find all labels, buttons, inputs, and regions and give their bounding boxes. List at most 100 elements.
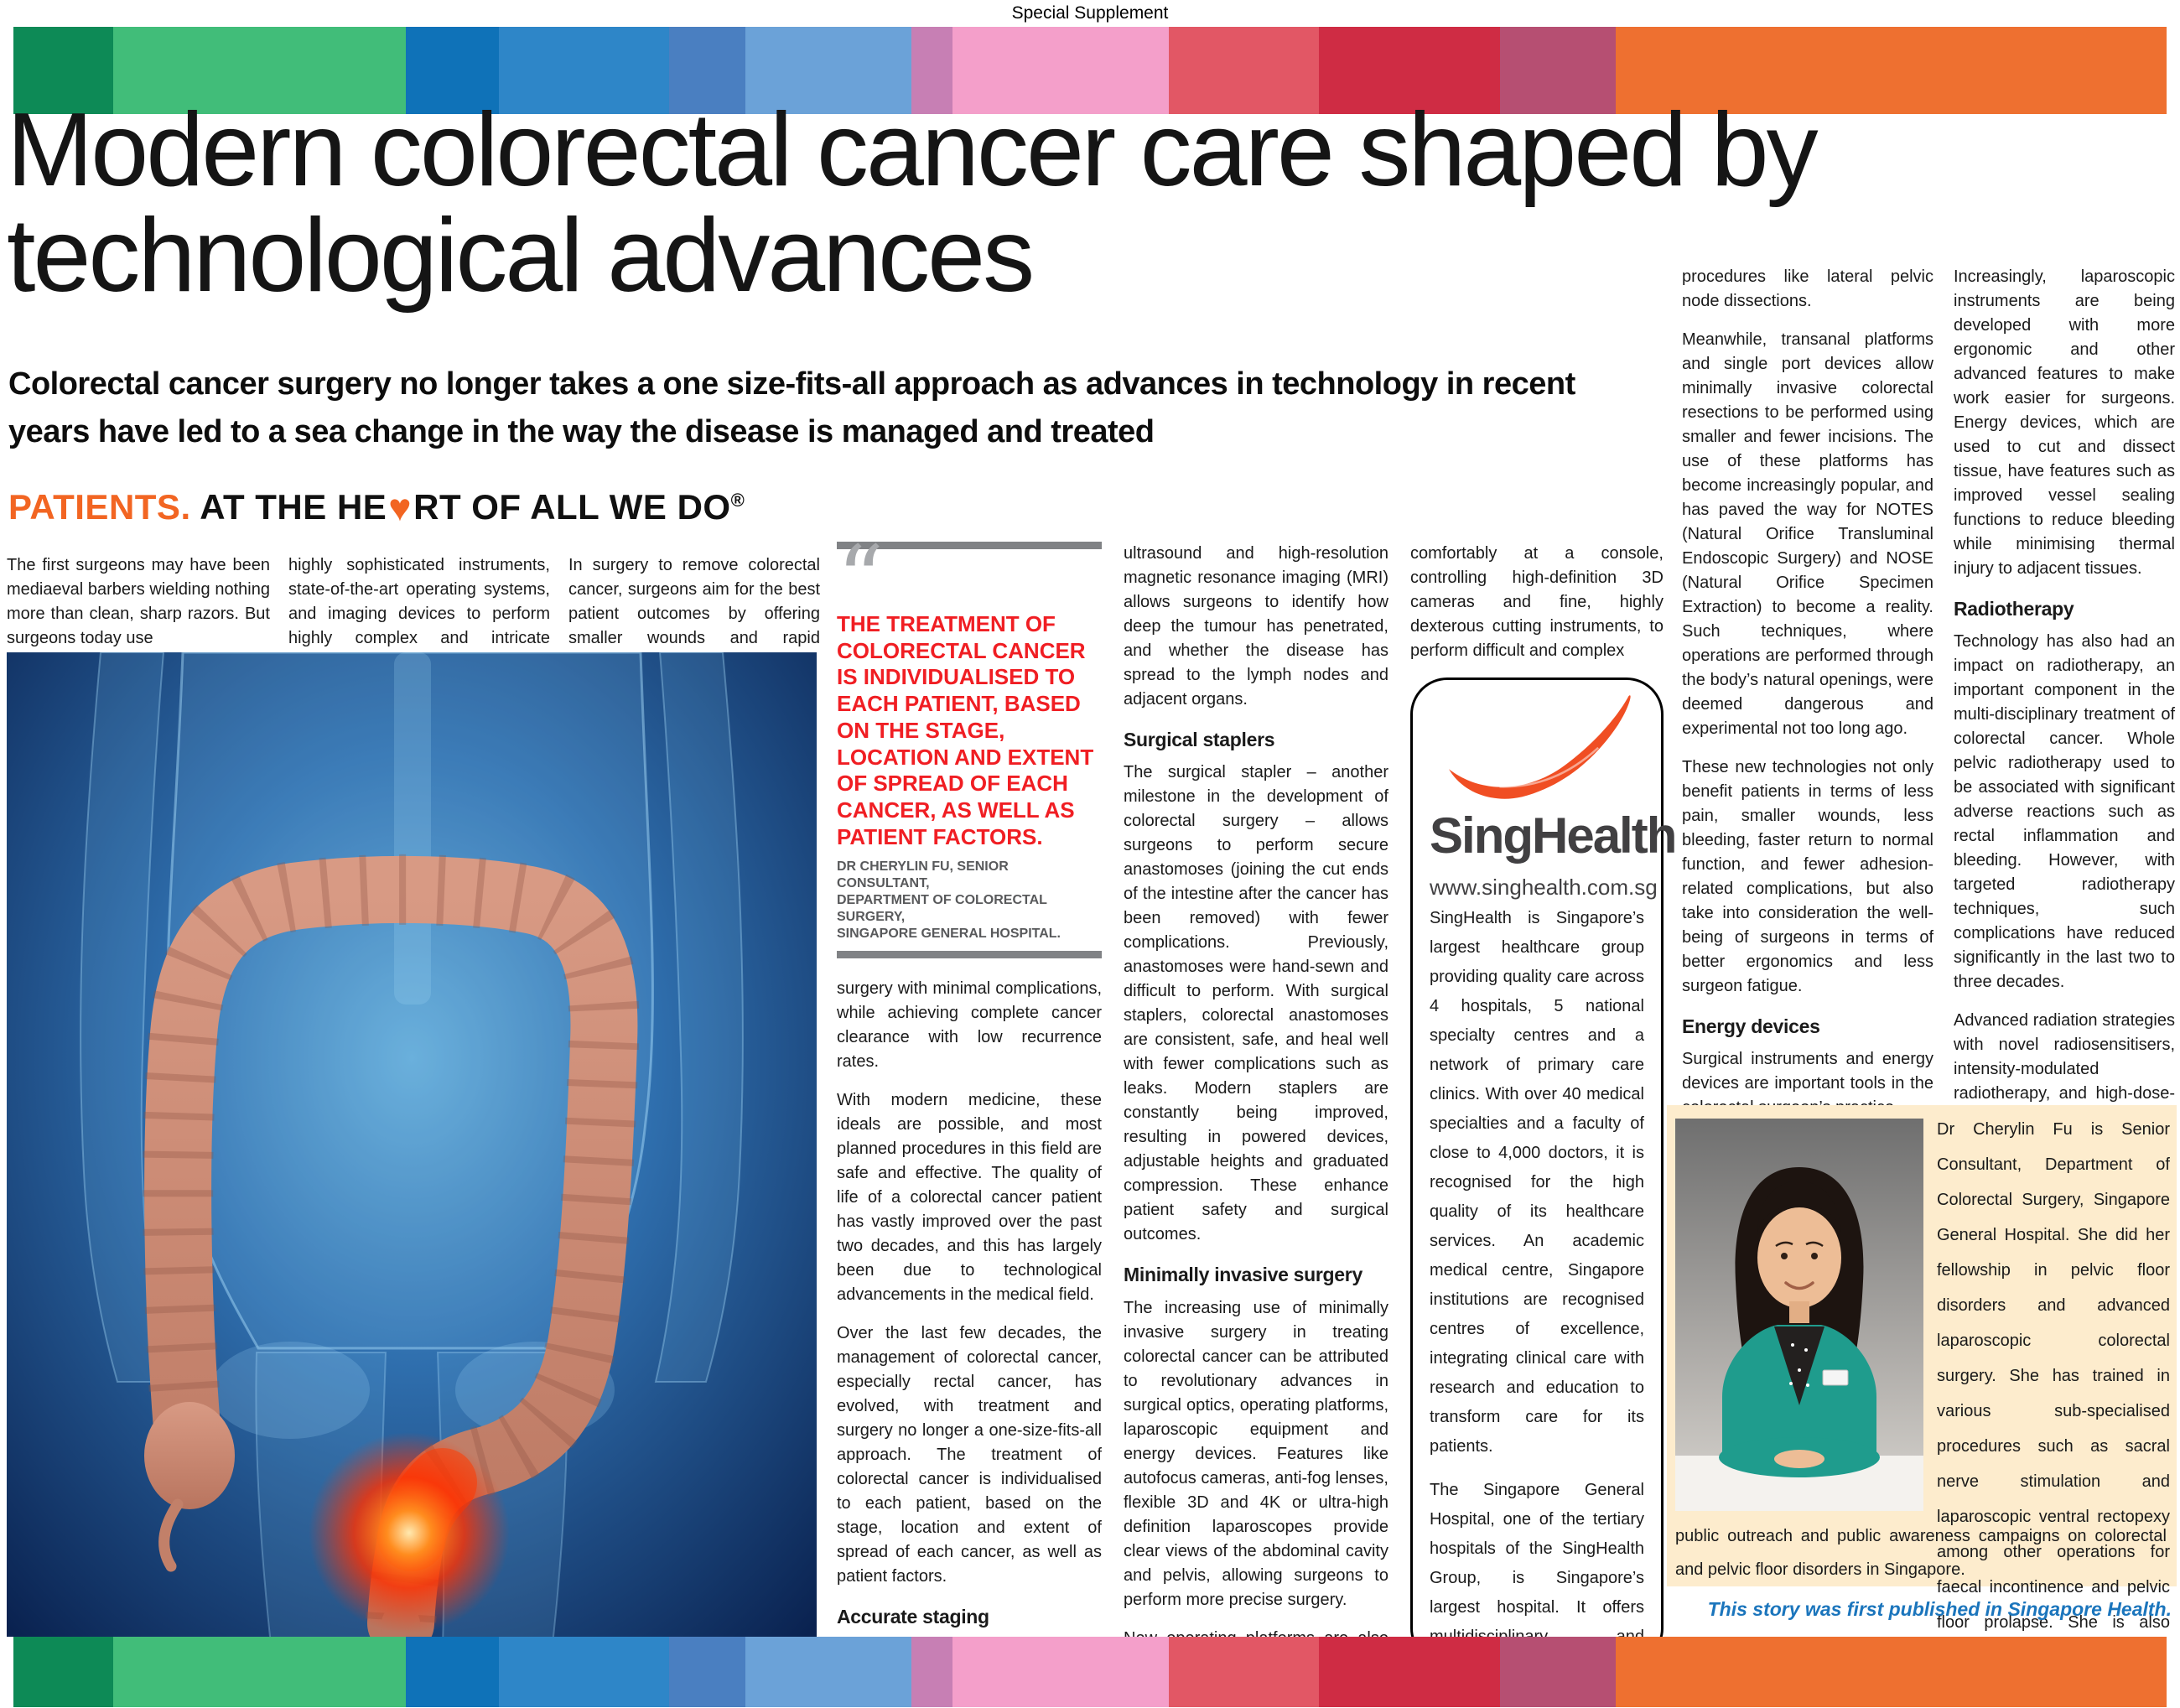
paragraph: surgery with minimal complications, whil… bbox=[837, 979, 1102, 1072]
colon-anatomy-image bbox=[7, 652, 817, 1667]
paragraph: Over the last few decades, the managemen… bbox=[837, 1324, 1102, 1586]
paragraph: ultrasound and high-resolution magnetic … bbox=[1124, 544, 1388, 709]
color-bar-segment bbox=[2167, 27, 2180, 114]
paragraph: In surgery to remove colorectal cancer, … bbox=[568, 556, 820, 672]
color-bar-segment bbox=[1615, 1637, 2167, 1707]
column-5: ultrasound and high-resolution magnetic … bbox=[1124, 542, 1388, 1708]
tagline-pre-heart: AT THE HE bbox=[190, 487, 387, 527]
color-bar-segment bbox=[499, 1637, 670, 1707]
doctor-bio-box: Dr Cherylin Fu is Senior Consultant, Dep… bbox=[1667, 1105, 2177, 1702]
color-bar-segment bbox=[1318, 1637, 1500, 1707]
section-heading-energy-devices: Energy devices bbox=[1682, 1015, 1820, 1037]
headline-line-2: technological advances bbox=[7, 198, 1035, 314]
cecum bbox=[144, 1402, 235, 1509]
section-heading-surgical-staplers: Surgical staplers bbox=[1124, 729, 1275, 750]
eye bbox=[1811, 1253, 1818, 1259]
doctor-bio-continuation: public outreach and public awareness cam… bbox=[1675, 1527, 2167, 1579]
patients-tagline: PATIENTS. AT THE HE♥RT OF ALL WE DO® bbox=[8, 485, 745, 530]
color-bar-segment bbox=[745, 1637, 911, 1707]
headline: Modern colorectal cancer care shaped by … bbox=[7, 92, 1819, 314]
section-heading-accurate-staging: Accurate staging bbox=[837, 1606, 989, 1628]
singhealth-url-link[interactable]: www.singhealth.com.sg bbox=[1430, 875, 1658, 900]
paragraph: The surgical stapler – another milestone… bbox=[1124, 763, 1388, 1244]
color-bar-segment bbox=[745, 27, 911, 114]
tagline-patients: PATIENTS. bbox=[8, 487, 191, 527]
paragraph: Increasingly, laparoscopic instruments a… bbox=[1954, 267, 2175, 578]
paragraph: Meanwhile, transanal platforms and singl… bbox=[1682, 330, 1933, 738]
blouse-pattern bbox=[1789, 1343, 1809, 1387]
column-3: In surgery to remove colorectal cancer, … bbox=[568, 553, 820, 689]
pull-quote: “ THE TREATMENT OF COLORECTAL CANCER IS … bbox=[837, 526, 1102, 959]
paragraph: comfortably at a console, controlling hi… bbox=[1410, 544, 1664, 660]
quote-bottom-rule bbox=[837, 951, 1102, 959]
headline-line-1: Modern colorectal cancer care shaped by bbox=[7, 92, 1819, 208]
color-bar-segment bbox=[952, 1637, 1169, 1707]
color-bar-segment bbox=[1318, 27, 1500, 114]
color-bar-segment bbox=[113, 27, 406, 114]
pull-quote-text: THE TREATMENT OF COLORECTAL CANCER IS IN… bbox=[837, 611, 1094, 849]
neck bbox=[1789, 1301, 1809, 1323]
spine bbox=[394, 652, 431, 1005]
color-bar-segment bbox=[2167, 1637, 2180, 1707]
color-bar-segment bbox=[13, 27, 114, 114]
column-7: procedures like lateral pelvic node diss… bbox=[1682, 265, 1933, 1134]
column-4: “ THE TREATMENT OF COLORECTAL CANCER IS … bbox=[837, 526, 1102, 1708]
color-bar-segment bbox=[911, 1637, 953, 1707]
column-6: comfortably at a console, controlling hi… bbox=[1410, 542, 1677, 1705]
hands bbox=[1774, 1450, 1824, 1468]
quote-top-rule bbox=[837, 542, 1102, 549]
hair-fringe bbox=[1757, 1181, 1841, 1236]
right-arm-silhouette bbox=[654, 652, 744, 1383]
color-bar-segment bbox=[669, 27, 746, 114]
paragraph: procedures like lateral pelvic node diss… bbox=[1682, 267, 1933, 310]
singhealth-paragraph: SingHealth is Singapore’s largest health… bbox=[1430, 908, 1644, 1456]
color-bar-segment bbox=[0, 27, 13, 114]
top-color-bar bbox=[0, 27, 2180, 114]
paragraph: The increasing use of minimally invasive… bbox=[1124, 1298, 1388, 1609]
singhealth-logo-icon bbox=[1449, 695, 1631, 799]
section-heading-minimally-invasive-surgery: Minimally invasive surgery bbox=[1124, 1264, 1362, 1286]
left-pelvis bbox=[210, 1342, 370, 1439]
story-credit: This story was first published in Singap… bbox=[1707, 1598, 2172, 1620]
heart-icon: ♥ bbox=[388, 485, 413, 529]
tumour-glow bbox=[309, 1432, 510, 1633]
attribution-line: DR CHERYLIN FU, SENIOR CONSULTANT, bbox=[837, 859, 1009, 891]
paragraph: The first surgeons may have been mediaev… bbox=[7, 556, 270, 647]
singhealth-wordmark: SingHealth bbox=[1430, 807, 1677, 864]
tagline-post-heart: RT OF ALL WE DO bbox=[413, 487, 731, 527]
color-bar-segment bbox=[952, 27, 1169, 114]
singhealth-info-box: SingHealth www.singhealth.com.sg SingHea… bbox=[1410, 677, 1677, 1705]
color-bar-segment bbox=[1615, 27, 2167, 114]
color-bar-segment bbox=[669, 1637, 746, 1707]
subheadline: Colorectal cancer surgery no longer take… bbox=[8, 366, 1575, 449]
column-8: Increasingly, laparoscopic instruments a… bbox=[1954, 265, 2175, 1242]
quote-mark-icon: “ bbox=[837, 526, 885, 633]
color-bar-segment bbox=[13, 1637, 114, 1707]
color-bar-segment bbox=[1168, 1637, 1319, 1707]
paragraph: These new technologies not only benefit … bbox=[1682, 758, 1933, 995]
color-bar-segment bbox=[499, 27, 670, 114]
column-1: The first surgeons may have been mediaev… bbox=[7, 553, 270, 665]
eyebrows bbox=[1775, 1241, 1824, 1248]
paragraph: Technology has also had an impact on rad… bbox=[1954, 632, 2175, 992]
smile bbox=[1784, 1281, 1814, 1290]
color-bar-segment bbox=[911, 27, 953, 114]
supplement-label: Special Supplement bbox=[1011, 3, 1169, 23]
color-bar-segment bbox=[113, 1637, 406, 1707]
color-bar-segment bbox=[0, 1637, 13, 1707]
blouse bbox=[1774, 1326, 1824, 1405]
name-badge bbox=[1822, 1369, 1849, 1386]
colon-haustra bbox=[143, 854, 640, 1626]
eye bbox=[1781, 1253, 1788, 1259]
color-bar-segment bbox=[1499, 27, 1616, 114]
registered-mark: ® bbox=[730, 490, 745, 511]
attribution-line: SINGAPORE GENERAL HOSPITAL. bbox=[837, 927, 1061, 942]
section-heading-radiotherapy: Radiotherapy bbox=[1954, 598, 2074, 620]
quote-attribution: DR CHERYLIN FU, SENIOR CONSULTANT, DEPAR… bbox=[837, 859, 1102, 942]
appendix bbox=[158, 1498, 184, 1572]
bottom-color-bar bbox=[0, 1637, 2180, 1707]
color-bar-segment bbox=[405, 1637, 500, 1707]
color-bar-segment bbox=[405, 27, 500, 114]
face bbox=[1757, 1207, 1841, 1308]
